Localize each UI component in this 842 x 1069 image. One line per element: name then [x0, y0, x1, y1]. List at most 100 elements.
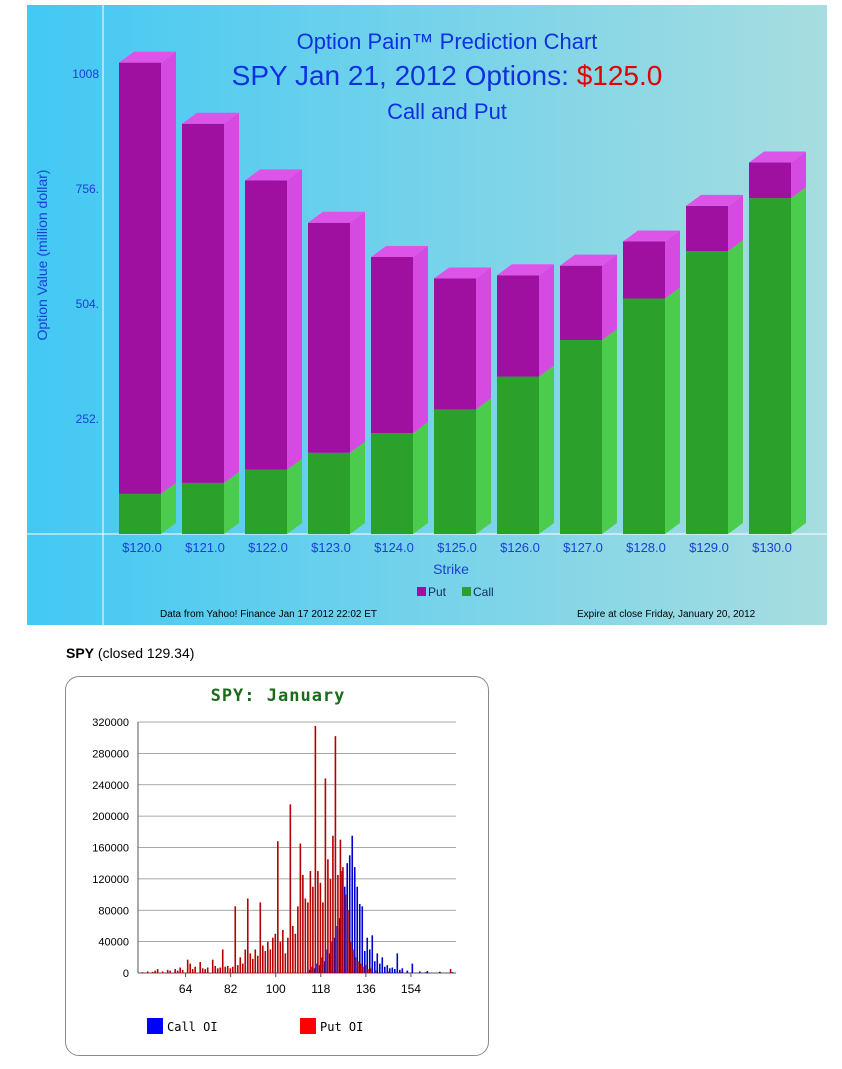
- close-price-label: (closed 129.34): [94, 645, 195, 661]
- put-oi-bar: [449, 969, 452, 973]
- y-axis-title: Option Value (million dollar): [34, 170, 50, 341]
- x-tick-label: $123.0: [311, 540, 351, 555]
- call-oi-bar: [348, 855, 351, 973]
- put-oi-bar: [359, 963, 362, 973]
- y-tick-label: 200000: [92, 811, 129, 823]
- put-oi-bar: [292, 925, 294, 973]
- put-oi-bar: [249, 953, 252, 973]
- call-oi-bar: [386, 965, 389, 973]
- put-oi-bar: [299, 843, 302, 973]
- call-oi-bar: [401, 968, 404, 973]
- call-oi-bar: [353, 867, 356, 973]
- put-oi-bar: [181, 969, 184, 973]
- call-oi-bar: [426, 971, 429, 973]
- open-interest-panel: SPY: January 0 40000 80000 120000 160000 20000…: [65, 676, 489, 1056]
- call-bar-side: [161, 482, 176, 534]
- call-oi-bar: [376, 953, 379, 973]
- put-oi-bar: [344, 894, 347, 973]
- x-tick-label: 136: [356, 982, 376, 996]
- put-oi-bar: [151, 971, 154, 973]
- put-oi-bar: [236, 965, 239, 973]
- legend-call-label: Call: [473, 585, 494, 599]
- put-oi-bar: [362, 966, 364, 973]
- x-tick-label: $121.0: [185, 540, 225, 555]
- put-oi-bar: [334, 736, 337, 973]
- put-oi-bar: [284, 953, 287, 973]
- put-bar-side: [539, 264, 554, 377]
- put-oi-bar: [211, 959, 214, 973]
- call-bar: [686, 251, 728, 535]
- footer-expiry: Expire at close Friday, January 20, 2012: [577, 609, 756, 620]
- put-oi-bar: [226, 965, 229, 973]
- put-oi-bar: [186, 959, 189, 973]
- call-bar: [623, 298, 665, 534]
- put-oi-bar: [221, 949, 224, 973]
- put-bar: [749, 162, 791, 199]
- put-oi-bar: [214, 965, 217, 973]
- call-bar: [560, 340, 602, 534]
- x-tick-label: $125.0: [437, 540, 477, 555]
- call-bar-side: [413, 422, 428, 534]
- call-oi-bar: [363, 951, 366, 973]
- put-oi-bar: [307, 902, 309, 973]
- put-oi-bar: [317, 871, 319, 973]
- put-bar: [119, 62, 161, 494]
- put-oi-bar: [216, 968, 219, 973]
- put-oi-bar: [191, 969, 194, 973]
- call-oi-bar: [366, 937, 369, 973]
- footer-source: Data from Yahoo! Finance Jan 17 2012 22:…: [160, 609, 377, 620]
- x-tick-label: 154: [401, 982, 421, 996]
- legend-call-oi-label: Call OI: [167, 1020, 218, 1034]
- put-bar-side: [728, 194, 743, 252]
- subtitle-price: $125.0: [577, 60, 663, 91]
- put-oi-bar: [246, 898, 249, 973]
- put-oi-bar: [357, 961, 359, 973]
- call-oi-bar: [351, 835, 354, 973]
- put-bar: [623, 241, 665, 299]
- call-bar: [434, 409, 476, 534]
- put-bar-top: [119, 51, 176, 63]
- put-oi-bar: [254, 949, 257, 973]
- put-oi-bar: [289, 804, 292, 973]
- put-oi-bar: [259, 902, 262, 973]
- put-oi-bar: [387, 971, 389, 973]
- call-bar-side: [350, 441, 365, 534]
- put-oi-bar: [302, 874, 304, 973]
- y-tick-label: 160000: [92, 843, 129, 855]
- put-oi-bar: [146, 971, 149, 973]
- put-oi-bar: [264, 951, 267, 973]
- put-bar-side: [287, 169, 302, 470]
- call-bar-side: [224, 471, 239, 534]
- x-tick-label: 64: [179, 982, 193, 996]
- call-oi-bar: [361, 906, 364, 973]
- put-oi-bar: [189, 963, 191, 973]
- put-oi-bar: [322, 902, 324, 973]
- put-oi-bar: [329, 878, 332, 973]
- put-oi-bar: [267, 941, 269, 973]
- chart-subtitle-2: Call and Put: [387, 99, 507, 124]
- put-bar-side: [791, 151, 806, 199]
- put-bar-top: [434, 267, 491, 279]
- put-bar-side: [476, 267, 491, 410]
- x-tick-label: $129.0: [689, 540, 729, 555]
- y-tick-label: 120000: [92, 874, 129, 886]
- put-oi-bar: [374, 970, 377, 973]
- put-oi-bar: [206, 967, 209, 973]
- put-oi-bar: [204, 969, 207, 973]
- put-oi-bar: [174, 969, 176, 973]
- put-oi-bar: [169, 970, 171, 973]
- legend-put-label: Put: [428, 585, 447, 599]
- put-oi-bar: [282, 929, 284, 973]
- x-tick-label: $130.0: [752, 540, 792, 555]
- y-tick-label: 40000: [98, 937, 129, 949]
- call-bar-side: [476, 398, 491, 534]
- put-bar-top: [623, 230, 680, 242]
- put-oi-bar: [309, 871, 312, 973]
- put-oi-bar: [154, 970, 156, 973]
- x-tick-label: $128.0: [626, 540, 666, 555]
- put-oi-bar: [199, 962, 201, 973]
- call-oi-bar: [356, 886, 359, 973]
- call-bar-side: [287, 458, 302, 534]
- call-oi-bar: [383, 966, 386, 973]
- put-oi-bar: [352, 949, 354, 973]
